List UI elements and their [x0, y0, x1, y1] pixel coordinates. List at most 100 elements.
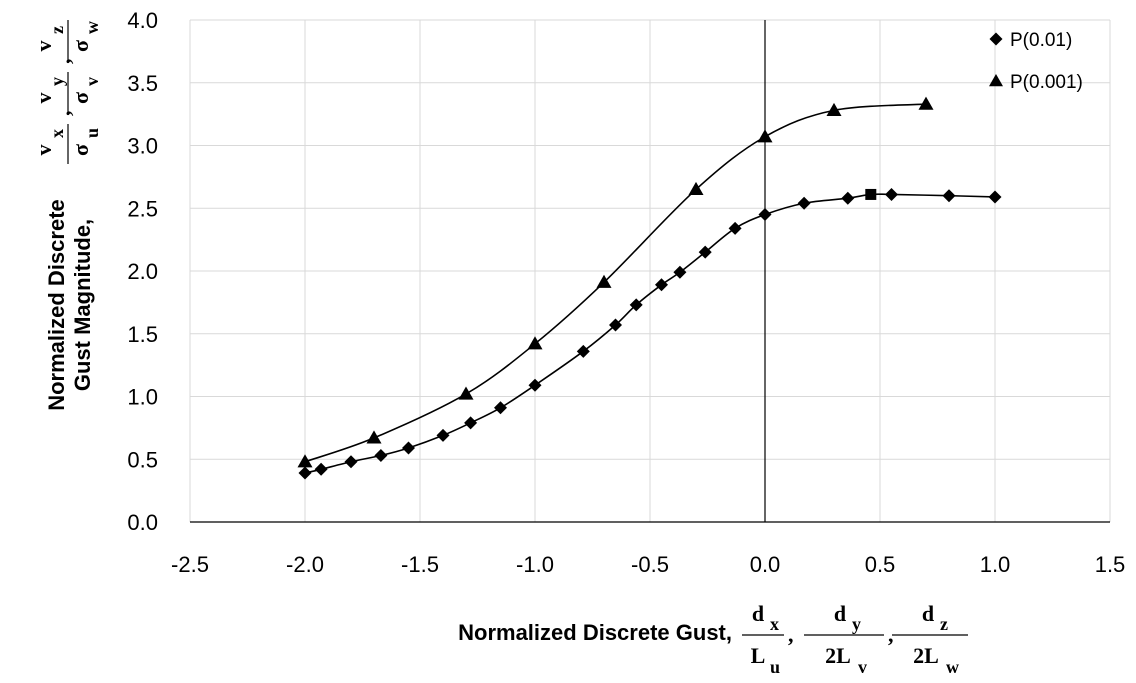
y-tick-label: 4.0	[127, 8, 158, 33]
y-axis-title-line2: Gust Magnitude,	[70, 219, 95, 391]
x-tick-label: -1.0	[516, 552, 554, 577]
series-0-point	[655, 278, 668, 292]
legend: P(0.01) P(0.001)	[989, 30, 1083, 93]
series-0-point	[609, 318, 622, 332]
x-tick-label: 0.0	[750, 552, 781, 577]
y-tick-label: 1.5	[127, 322, 158, 347]
y-frac-v-den-sigma: σ	[68, 92, 93, 104]
series-0-point	[841, 191, 855, 205]
y-tick-label: 3.5	[127, 71, 158, 96]
series-0-point	[402, 441, 415, 455]
x-tick-labels: -2.5 -2.0 -1.5 -1.0 -0.5 0.0 0.5 1.0 1.5	[171, 552, 1125, 577]
x-frac-v-den-2L: 2L	[825, 643, 851, 668]
series-0-point	[528, 378, 542, 392]
series-0-point	[698, 245, 712, 259]
y-frac-w-num-sub: z	[47, 26, 67, 34]
series-0-point	[436, 428, 450, 442]
series-1-point	[458, 386, 474, 400]
y-tick-label: 1.0	[127, 385, 158, 410]
x-fraction-w: d z 2L w	[892, 601, 968, 677]
x-frac-comma-2: ,	[888, 622, 894, 647]
series-1-point	[826, 102, 842, 116]
series-1-point	[918, 96, 934, 110]
series-1-point	[527, 336, 543, 350]
series-1-point	[297, 454, 313, 468]
series-1-point	[688, 181, 704, 196]
x-axis-title: Normalized Discrete Gust, d x L u , d y …	[458, 601, 968, 677]
y-frac-u-den-sub: u	[82, 128, 102, 138]
legend-marker-p001	[989, 32, 1003, 46]
series-0-point	[494, 401, 507, 415]
y-tick-label: 2.0	[127, 259, 158, 284]
series-0-point	[576, 344, 590, 358]
axes	[190, 20, 1110, 523]
y-tick-label: 0.5	[127, 447, 158, 472]
x-tick-label: -1.5	[401, 552, 439, 577]
x-axis-title-text: Normalized Discrete Gust,	[458, 620, 732, 645]
x-frac-u-num-sub: x	[770, 614, 779, 634]
y-fraction-v: v y σ v ,	[31, 59, 102, 112]
y-frac-u-num-sub: x	[47, 129, 67, 138]
series-0-point	[758, 208, 772, 222]
x-tick-label: -0.5	[631, 552, 669, 577]
y-tick-label: 2.5	[127, 196, 158, 221]
series-0-point	[988, 190, 1002, 204]
x-frac-w-den-2L: 2L	[913, 643, 939, 668]
x-frac-w-num-sub: z	[940, 614, 948, 634]
series-0-point	[629, 298, 643, 312]
series-0-point	[314, 462, 328, 476]
series-0-point	[865, 188, 877, 200]
y-frac-v-num-v: v	[31, 93, 56, 104]
x-frac-u-num-d: d	[752, 601, 764, 626]
series-0-point	[797, 196, 811, 210]
x-fraction-v: d y 2L v ,	[804, 601, 894, 677]
y-axis-title-line1: Normalized Discrete	[44, 199, 69, 411]
y-frac-comma-2: ,	[50, 59, 75, 65]
x-tick-label: 0.5	[865, 552, 896, 577]
series-0-point	[885, 187, 898, 201]
x-frac-comma-1: ,	[788, 622, 794, 647]
series-1-point	[596, 274, 612, 288]
x-frac-w-num-d: d	[922, 601, 934, 626]
x-frac-w-den-sub: w	[946, 657, 959, 677]
x-frac-v-num-sub: y	[852, 614, 861, 634]
y-fraction-u: v x σ u ,	[31, 111, 102, 164]
series-curve-1	[304, 103, 927, 463]
series-0-point	[344, 455, 358, 469]
y-tick-labels: 0.0 0.5 1.0 1.5 2.0 2.5 3.0 3.5 4.0	[127, 8, 158, 535]
markers	[297, 96, 1002, 480]
y-frac-u-num-v: v	[31, 145, 56, 156]
y-frac-v-den-sub: v	[82, 77, 102, 86]
series-0-point	[942, 189, 956, 203]
y-frac-w-num-v: v	[31, 41, 56, 52]
series-0-point	[673, 265, 687, 279]
y-frac-u-den-sigma: σ	[68, 144, 93, 156]
x-fraction-u: d x L u ,	[742, 601, 794, 677]
grid	[189, 19, 1111, 523]
series-1-point	[366, 430, 382, 444]
y-fraction-w: v z σ w	[31, 20, 102, 60]
x-frac-u-den-L: L	[751, 643, 766, 668]
x-tick-label: 1.0	[980, 552, 1011, 577]
legend-label-p001: P(0.01)	[1010, 30, 1072, 51]
series-0-point	[464, 416, 478, 430]
x-tick-label: 1.5	[1095, 552, 1126, 577]
x-tick-label: -2.0	[286, 552, 324, 577]
y-axis-title: Normalized Discrete Gust Magnitude, v x …	[31, 20, 102, 411]
series-0-point	[298, 466, 312, 480]
legend-label-p0001: P(0.001)	[1010, 72, 1083, 93]
x-tick-label: -2.5	[171, 552, 209, 577]
x-frac-v-num-d: d	[834, 601, 846, 626]
y-tick-label: 0.0	[127, 510, 158, 535]
y-frac-v-num-sub: y	[47, 77, 67, 86]
y-frac-w-den-sigma: σ	[68, 40, 93, 52]
y-tick-label: 3.0	[127, 134, 158, 159]
series-0-point	[374, 448, 388, 462]
x-frac-v-den-sub: v	[858, 657, 867, 677]
x-frac-u-den-sub: u	[770, 657, 780, 677]
y-frac-w-den-sub: w	[82, 21, 102, 34]
y-frac-comma-1: ,	[50, 111, 75, 117]
series-0-point	[728, 221, 742, 235]
series-1-point	[757, 129, 773, 143]
